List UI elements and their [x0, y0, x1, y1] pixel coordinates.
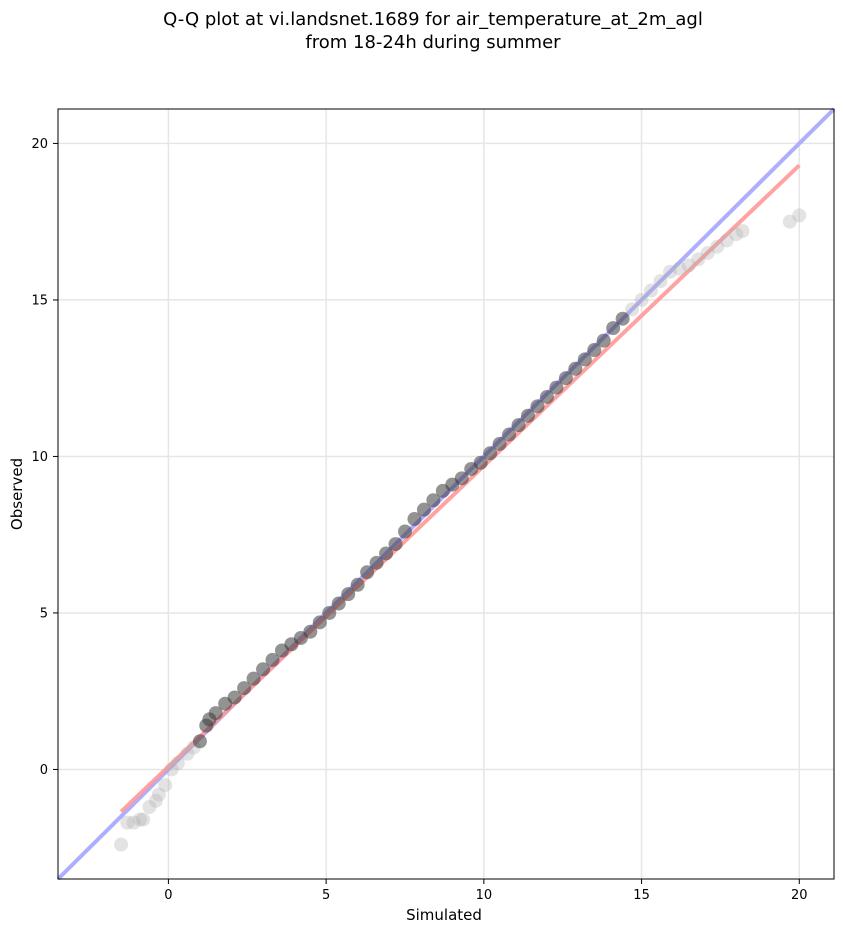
quantile-point	[142, 800, 157, 815]
quantile-point	[312, 615, 327, 630]
quantile-point	[729, 227, 744, 242]
y-axis-label: Observed	[8, 458, 26, 530]
quantile-point	[577, 352, 592, 367]
plot-frame	[57, 108, 835, 880]
x-tick-label: 15	[633, 888, 650, 903]
quantile-point	[350, 577, 365, 592]
quantile-point	[492, 436, 507, 451]
x-axis-label: Simulated	[406, 906, 482, 924]
y-tick-label: 10	[31, 450, 48, 465]
quantile-point	[322, 605, 337, 620]
quantile-point	[120, 815, 135, 830]
quantile-point	[369, 555, 384, 570]
chart-title-line-1: Q-Q plot at vi.landsnet.1689 for air_tem…	[163, 9, 703, 30]
quantile-point	[568, 361, 583, 376]
quantile-point	[539, 389, 554, 404]
quantile-point	[521, 408, 536, 423]
quantile-point	[227, 690, 242, 705]
quantile-point	[126, 815, 141, 830]
quantile-point	[397, 524, 412, 539]
y-tick-label: 15	[31, 293, 48, 308]
y-tick-label: 0	[40, 763, 48, 778]
quantile-point	[653, 274, 668, 289]
quantile-points	[114, 208, 807, 852]
quantile-point	[407, 512, 422, 527]
quantile-point	[530, 399, 545, 414]
quantile-point	[360, 565, 375, 580]
quantile-point	[303, 624, 318, 639]
quantile-point	[511, 418, 526, 433]
grid-lines	[58, 109, 834, 879]
quantile-point	[151, 787, 166, 802]
quantile-point	[164, 762, 179, 777]
quantile-point	[265, 652, 280, 667]
quantile-point	[136, 812, 151, 827]
quantile-point	[473, 455, 488, 470]
axis-ticks: 0 5 10 15 20 0 5 10 15 20	[31, 137, 807, 903]
quantile-point	[782, 214, 797, 229]
quantile-point	[148, 793, 163, 808]
quantile-point	[388, 537, 403, 552]
quantile-point	[341, 587, 356, 602]
quantile-point	[662, 264, 677, 279]
quantile-point	[246, 671, 261, 686]
quantile-point	[416, 502, 431, 517]
quantile-point	[625, 302, 640, 317]
quantile-point	[256, 662, 271, 677]
chart-title-line-2: from 18-24h during summer	[305, 32, 561, 53]
x-tick-label: 20	[791, 888, 808, 903]
quantile-point	[133, 812, 148, 827]
quantile-point	[454, 471, 469, 486]
quantile-point	[170, 756, 185, 771]
quantile-point	[615, 311, 630, 326]
quantile-point	[681, 258, 696, 273]
quantile-point	[606, 321, 621, 336]
quantile-point	[587, 343, 602, 358]
quantile-point	[596, 333, 611, 348]
quantile-point	[735, 224, 750, 239]
quantile-point	[549, 380, 564, 395]
x-tick-label: 5	[322, 888, 330, 903]
quantile-point	[634, 292, 649, 307]
quantile-point	[719, 233, 734, 248]
quantile-point	[192, 734, 207, 749]
x-tick-label: 10	[476, 888, 493, 903]
quantile-point	[114, 837, 129, 852]
quantile-point	[710, 239, 725, 254]
quantile-point	[379, 546, 394, 561]
quantile-point	[644, 283, 659, 298]
y-tick-label: 5	[40, 606, 48, 621]
quantile-point	[237, 681, 252, 696]
quantile-point	[700, 245, 715, 260]
quantile-point	[208, 706, 223, 721]
y-tick-label: 20	[31, 137, 48, 152]
quantile-point	[502, 427, 517, 442]
quantile-point	[672, 261, 687, 276]
quantile-point	[691, 252, 706, 267]
quantile-point	[180, 746, 195, 761]
quantile-point	[158, 778, 173, 793]
quantile-point	[558, 371, 573, 386]
quantile-point	[483, 446, 498, 461]
chart-title: Q-Q plot at vi.landsnet.1689 for air_tem…	[163, 9, 703, 53]
quantile-point	[426, 493, 441, 508]
x-tick-label: 0	[164, 888, 172, 903]
quantile-point	[331, 596, 346, 611]
quantile-point	[792, 208, 807, 223]
